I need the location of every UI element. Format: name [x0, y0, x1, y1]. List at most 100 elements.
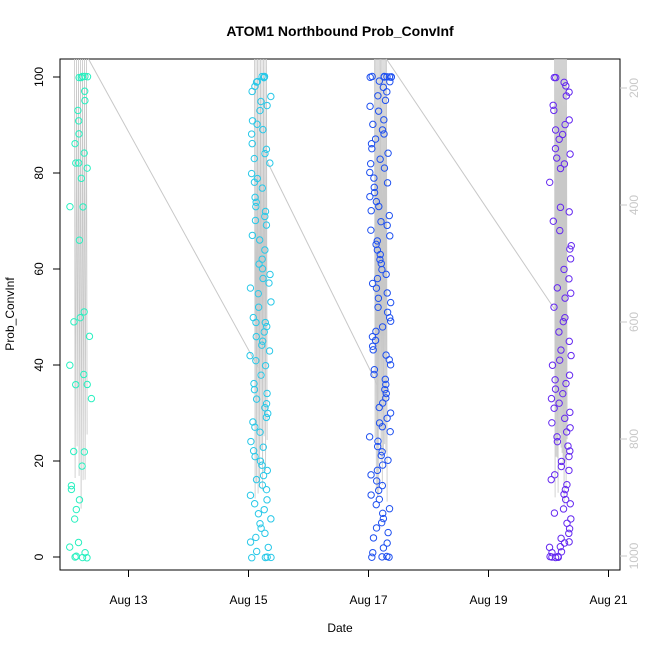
data-point — [386, 298, 395, 307]
data-point — [252, 395, 261, 403]
data-point — [378, 553, 386, 561]
data-point — [260, 328, 268, 336]
y-axis-label: Prob_ConvInf — [3, 277, 17, 351]
y2-tick-label: 800 — [627, 429, 641, 449]
data-point — [257, 97, 265, 106]
data-point — [71, 139, 79, 148]
data-point — [252, 318, 260, 327]
data-point — [83, 164, 91, 172]
data-point — [261, 553, 270, 562]
data-point — [381, 385, 389, 394]
data-point — [372, 524, 381, 532]
data-point — [264, 543, 272, 552]
data-point — [258, 337, 267, 345]
data-point — [252, 332, 260, 341]
data-point — [383, 88, 391, 96]
data-point — [554, 553, 562, 562]
y2-tick-label: 1000 — [627, 542, 641, 569]
data-point — [262, 221, 271, 229]
data-point — [262, 485, 271, 494]
data-point — [72, 159, 80, 167]
x-tick-label: Aug 19 — [469, 593, 507, 607]
data-point — [252, 198, 260, 206]
profile-lines — [74, 58, 568, 509]
data-point — [380, 164, 389, 172]
data-point — [379, 544, 388, 552]
data-point — [371, 135, 380, 143]
data-point — [566, 424, 574, 432]
data-point — [259, 125, 267, 134]
data-point — [250, 385, 259, 394]
data-point — [384, 456, 392, 464]
data-point — [566, 408, 574, 417]
y-tick-label: 80 — [32, 166, 46, 180]
data-point — [370, 174, 378, 182]
data-point — [78, 72, 87, 81]
data-point — [382, 380, 390, 389]
y2-tick-label: 200 — [627, 78, 641, 98]
data-point — [553, 437, 562, 446]
data-point — [74, 106, 82, 115]
data-point — [367, 491, 375, 499]
secondary-y-axis: 200 400 600 800 1000 — [620, 78, 641, 569]
data-point — [561, 313, 569, 322]
data-point — [251, 193, 259, 202]
data-point — [385, 553, 393, 561]
data-point — [70, 515, 79, 523]
data-point — [384, 528, 392, 537]
data-point — [372, 477, 381, 485]
data-point — [266, 159, 274, 167]
data-point — [373, 274, 382, 283]
data-point — [555, 135, 563, 143]
data-point — [559, 317, 567, 326]
data-point — [547, 394, 556, 403]
data-point — [378, 461, 387, 469]
data-point — [249, 418, 257, 426]
data-point — [376, 155, 384, 163]
data-point — [374, 107, 383, 115]
data-point — [83, 380, 91, 389]
data-point — [260, 505, 268, 514]
data-point — [267, 553, 275, 562]
data-point — [253, 120, 261, 128]
data-point — [557, 462, 566, 471]
x-tick-label: Aug 17 — [349, 593, 387, 607]
data-point — [387, 73, 396, 81]
data-point — [80, 448, 89, 456]
data-point — [556, 226, 564, 235]
data-point — [565, 275, 573, 283]
data-point — [254, 510, 263, 518]
data-point — [65, 543, 74, 551]
data-point — [81, 87, 89, 95]
profile-cast — [74, 58, 88, 509]
profile-cast — [554, 58, 568, 507]
data-point — [246, 538, 255, 546]
data-point — [565, 525, 574, 533]
data-point — [77, 73, 85, 82]
data-point — [559, 505, 568, 513]
data-point — [383, 289, 391, 297]
data-point — [375, 77, 383, 85]
data-point — [546, 552, 554, 561]
data-point — [548, 548, 556, 557]
data-point — [370, 183, 378, 192]
data-point — [375, 495, 384, 504]
data-point — [548, 361, 557, 369]
data-point — [371, 336, 380, 345]
data-point — [376, 255, 384, 264]
data-point — [556, 543, 565, 551]
data-point — [377, 518, 386, 527]
y2-tick-label: 400 — [627, 195, 641, 215]
x-tick-label: Aug 13 — [109, 593, 147, 607]
data-point — [248, 554, 256, 562]
data-point — [551, 471, 559, 479]
data-point — [76, 313, 84, 322]
data-point — [375, 202, 383, 211]
data-point — [562, 379, 570, 388]
data-point — [259, 471, 268, 480]
data-point — [250, 500, 259, 508]
data-point — [565, 466, 573, 475]
data-point — [256, 519, 264, 528]
data-point — [85, 332, 94, 341]
